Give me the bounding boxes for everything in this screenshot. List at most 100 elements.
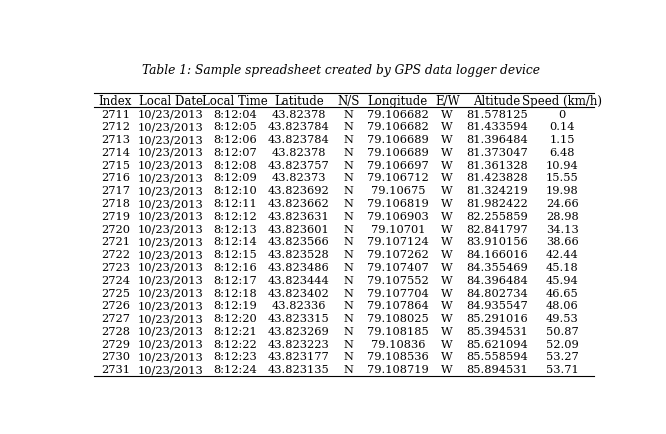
Text: 85.621094: 85.621094 [466,339,527,349]
Text: 2731: 2731 [101,365,130,375]
Text: 84.355469: 84.355469 [466,262,527,272]
Text: Table 1: Sample spreadsheet created by GPS data logger device: Table 1: Sample spreadsheet created by G… [143,64,540,77]
Text: 8:12:13: 8:12:13 [213,224,256,234]
Text: 84.935547: 84.935547 [466,301,527,311]
Text: 43.823402: 43.823402 [268,288,330,298]
Text: 83.910156: 83.910156 [466,237,527,247]
Text: W: W [442,301,453,311]
Text: N: N [344,301,353,311]
Text: N: N [344,148,353,158]
Text: 10/23/2013: 10/23/2013 [138,365,204,375]
Text: 79.106689: 79.106689 [367,135,429,145]
Text: 19.98: 19.98 [546,186,579,196]
Text: 81.324219: 81.324219 [466,186,527,196]
Text: 49.53: 49.53 [546,313,579,323]
Text: N: N [344,173,353,183]
Text: 79.10675: 79.10675 [370,186,425,196]
Text: Altitude: Altitude [473,94,520,107]
Text: N: N [344,313,353,323]
Text: W: W [442,352,453,362]
Text: 8:12:07: 8:12:07 [213,148,256,158]
Text: 84.166016: 84.166016 [466,250,527,260]
Text: W: W [442,339,453,349]
Text: 10/23/2013: 10/23/2013 [138,288,204,298]
Text: W: W [442,326,453,336]
Text: 10/23/2013: 10/23/2013 [138,199,204,209]
Text: 79.107124: 79.107124 [367,237,429,247]
Text: 8:12:22: 8:12:22 [213,339,256,349]
Text: 24.66: 24.66 [546,199,579,209]
Text: W: W [442,288,453,298]
Text: W: W [442,224,453,234]
Text: 2712: 2712 [101,122,130,132]
Text: 79.106819: 79.106819 [367,199,429,209]
Text: 10/23/2013: 10/23/2013 [138,301,204,311]
Text: 10/23/2013: 10/23/2013 [138,148,204,158]
Text: 43.823601: 43.823601 [268,224,330,234]
Text: 10/23/2013: 10/23/2013 [138,211,204,221]
Text: 2722: 2722 [101,250,130,260]
Text: W: W [442,160,453,170]
Text: 43.823315: 43.823315 [268,313,330,323]
Text: 81.373047: 81.373047 [466,148,527,158]
Text: 46.65: 46.65 [546,288,579,298]
Text: 43.823631: 43.823631 [268,211,330,221]
Text: 2728: 2728 [101,326,130,336]
Text: 85.894531: 85.894531 [466,365,527,375]
Text: 10/23/2013: 10/23/2013 [138,173,204,183]
Text: 79.106682: 79.106682 [367,109,429,119]
Text: W: W [442,237,453,247]
Text: N: N [344,186,353,196]
Text: 79.108025: 79.108025 [367,313,429,323]
Text: 10/23/2013: 10/23/2013 [138,275,204,285]
Text: Longitude: Longitude [368,94,428,107]
Text: N: N [344,275,353,285]
Text: Local Date: Local Date [139,94,202,107]
Text: 2719: 2719 [101,211,130,221]
Text: 79.107704: 79.107704 [367,288,429,298]
Text: 81.578125: 81.578125 [466,109,527,119]
Text: 79.108185: 79.108185 [367,326,429,336]
Text: 10/23/2013: 10/23/2013 [138,122,204,132]
Text: 10/23/2013: 10/23/2013 [138,160,204,170]
Text: 85.291016: 85.291016 [466,313,527,323]
Text: 43.82378: 43.82378 [272,109,326,119]
Text: 8:12:15: 8:12:15 [213,250,256,260]
Text: 28.98: 28.98 [546,211,579,221]
Text: W: W [442,275,453,285]
Text: 45.94: 45.94 [546,275,579,285]
Text: N: N [344,237,353,247]
Text: 8:12:21: 8:12:21 [213,326,256,336]
Text: 43.823784: 43.823784 [268,122,330,132]
Text: 0: 0 [559,109,566,119]
Text: E/W: E/W [435,94,460,107]
Text: 8:12:16: 8:12:16 [213,262,256,272]
Text: 2724: 2724 [101,275,130,285]
Text: 8:12:24: 8:12:24 [213,365,256,375]
Text: 43.823784: 43.823784 [268,135,330,145]
Text: 8:12:20: 8:12:20 [213,313,256,323]
Text: 2721: 2721 [101,237,130,247]
Text: 10/23/2013: 10/23/2013 [138,224,204,234]
Text: 8:12:17: 8:12:17 [213,275,256,285]
Text: 43.82378: 43.82378 [272,148,326,158]
Text: W: W [442,211,453,221]
Text: 43.823444: 43.823444 [268,275,330,285]
Text: 8:12:05: 8:12:05 [213,122,256,132]
Text: W: W [442,186,453,196]
Text: 8:12:08: 8:12:08 [213,160,256,170]
Text: W: W [442,173,453,183]
Text: 8:12:23: 8:12:23 [213,352,256,362]
Text: 10/23/2013: 10/23/2013 [138,186,204,196]
Text: N: N [344,250,353,260]
Text: N: N [344,122,353,132]
Text: 2716: 2716 [101,173,130,183]
Text: 10/23/2013: 10/23/2013 [138,250,204,260]
Text: 2715: 2715 [101,160,130,170]
Text: 38.66: 38.66 [546,237,579,247]
Text: N: N [344,211,353,221]
Text: W: W [442,199,453,209]
Text: 10/23/2013: 10/23/2013 [138,339,204,349]
Text: W: W [442,313,453,323]
Text: 82.841797: 82.841797 [466,224,527,234]
